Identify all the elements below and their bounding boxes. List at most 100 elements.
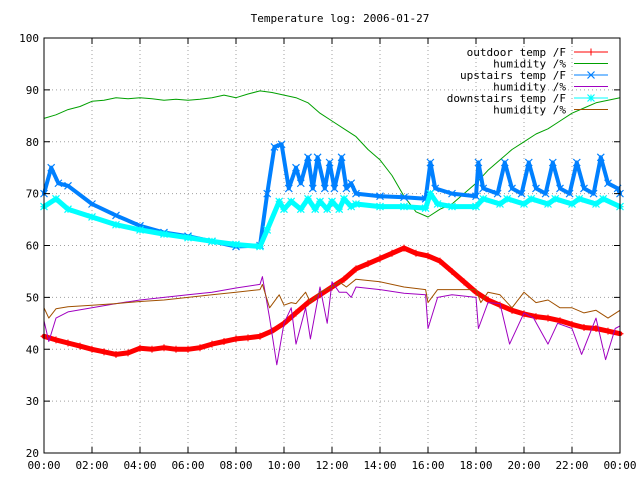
data-point-upstairs-temp-f (532, 184, 540, 193)
x-tick-label: 12:00 (315, 459, 348, 472)
x-tick-label: 06:00 (171, 459, 204, 472)
data-point-upstairs-temp-f (580, 184, 588, 193)
data-point-downstairs-temp-f (280, 205, 288, 214)
data-point-upstairs-temp-f (508, 184, 516, 193)
data-point-upstairs-temp-f (313, 153, 322, 162)
data-point-outdoor-temp-f (376, 254, 384, 262)
data-point-upstairs-temp-f (308, 184, 317, 193)
x-tick-label: 14:00 (363, 459, 396, 472)
data-point-outdoor-temp-f (124, 349, 132, 357)
data-point-downstairs-temp-f (232, 240, 240, 249)
data-point-downstairs-temp-f (347, 202, 356, 211)
data-point-downstairs-temp-f (304, 194, 312, 203)
data-point-downstairs-temp-f (64, 205, 72, 214)
data-point-upstairs-temp-f (448, 189, 456, 198)
data-point-downstairs-temp-f (328, 197, 336, 206)
x-tick-label: 18:00 (459, 459, 492, 472)
data-point-downstairs-temp-f (433, 200, 442, 208)
data-point-upstairs-temp-f (565, 189, 574, 198)
data-point-outdoor-temp-f (148, 345, 156, 353)
data-point-downstairs-temp-f (472, 202, 480, 211)
data-point-outdoor-temp-f (244, 334, 252, 342)
data-point-outdoor-temp-f (112, 350, 120, 358)
data-point-upstairs-temp-f (320, 184, 329, 193)
data-point-outdoor-temp-f (460, 278, 468, 286)
data-point-upstairs-temp-f (47, 163, 56, 172)
data-point-outdoor-temp-f (232, 335, 240, 343)
data-point-upstairs-temp-f (400, 193, 408, 202)
data-point-downstairs-temp-f (448, 202, 456, 211)
data-point-outdoor-temp-f (172, 345, 180, 353)
y-tick-label: 20 (26, 447, 39, 460)
data-point-upstairs-temp-f (277, 140, 286, 149)
data-point-upstairs-temp-f (352, 189, 360, 198)
data-point-outdoor-temp-f (580, 323, 588, 331)
data-point-upstairs-temp-f (517, 189, 526, 198)
data-point-downstairs-temp-f (599, 194, 608, 203)
data-point-downstairs-temp-f (575, 194, 584, 203)
data-point-outdoor-temp-f (448, 267, 456, 275)
series-0-outdoor-temp-f (40, 244, 624, 358)
data-point-downstairs-temp-f (479, 194, 488, 203)
data-point-downstairs-temp-f (256, 242, 264, 251)
data-point-downstairs-temp-f (340, 194, 348, 203)
data-point-upstairs-temp-f (524, 158, 533, 167)
legend-label: humidity /% (493, 58, 566, 71)
data-point-upstairs-temp-f (548, 158, 557, 167)
series-layer (40, 90, 624, 366)
data-point-downstairs-temp-f (544, 200, 552, 208)
data-point-upstairs-temp-f (376, 192, 384, 201)
data-point-upstairs-temp-f (604, 179, 612, 188)
data-point-downstairs-temp-f (335, 205, 344, 214)
data-point-outdoor-temp-f (196, 344, 204, 352)
data-point-downstairs-temp-f (421, 204, 430, 213)
data-point-downstairs-temp-f (263, 226, 272, 234)
data-point-outdoor-temp-f (52, 336, 60, 344)
data-point-outdoor-temp-f (352, 265, 360, 273)
data-point-outdoor-temp-f (568, 320, 576, 328)
data-point-upstairs-temp-f (292, 163, 300, 172)
chart-title: Temperature log: 2006-01-27 (251, 12, 430, 25)
data-point-downstairs-temp-f (112, 220, 120, 229)
data-point-outdoor-temp-f (424, 252, 432, 260)
y-axis: 20 30 40 50 60 70 80 90 100 (19, 32, 620, 460)
legend-label: upstairs temp /F (460, 69, 566, 82)
data-point-downstairs-temp-f (296, 205, 305, 214)
x-tick-label: 00:00 (27, 459, 60, 472)
x-tick-label: 16:00 (411, 459, 444, 472)
y-tick-label: 50 (26, 291, 39, 304)
data-point-upstairs-temp-f (284, 184, 293, 193)
data-point-upstairs-temp-f (325, 158, 334, 167)
series-1-humidity (43, 90, 621, 218)
data-point-downstairs-temp-f (352, 200, 360, 208)
data-point-upstairs-temp-f (304, 153, 312, 162)
data-point-outdoor-temp-f (184, 345, 192, 353)
data-point-upstairs-temp-f (500, 158, 509, 167)
data-point-outdoor-temp-f (436, 257, 444, 265)
y-tick-label: 100 (19, 32, 39, 45)
data-point-downstairs-temp-f (323, 205, 332, 214)
legend-marker (587, 48, 595, 56)
data-point-downstairs-temp-f (426, 189, 435, 198)
x-tick-label: 08:00 (219, 459, 252, 472)
data-point-outdoor-temp-f (76, 342, 84, 350)
data-point-upstairs-temp-f (270, 143, 279, 151)
data-point-outdoor-temp-f (160, 344, 168, 352)
y-tick-label: 80 (26, 136, 39, 149)
y-tick-label: 40 (26, 343, 39, 356)
series-2-upstairs-temp-f (40, 140, 624, 251)
series-line-humidity (43, 90, 621, 218)
data-point-downstairs-temp-f (160, 230, 168, 239)
data-point-upstairs-temp-f (596, 153, 605, 162)
series-3-humidity (43, 276, 621, 366)
data-point-outdoor-temp-f (292, 309, 300, 317)
data-point-downstairs-temp-f (592, 200, 600, 208)
data-point-upstairs-temp-f (493, 189, 502, 198)
data-point-outdoor-temp-f (340, 275, 348, 283)
data-point-downstairs-temp-f (376, 202, 384, 211)
data-point-outdoor-temp-f (364, 260, 372, 268)
y-tick-label: 30 (26, 395, 39, 408)
data-point-upstairs-temp-f (263, 189, 272, 198)
data-point-downstairs-temp-f (136, 226, 144, 234)
data-point-downstairs-temp-f (52, 194, 60, 203)
